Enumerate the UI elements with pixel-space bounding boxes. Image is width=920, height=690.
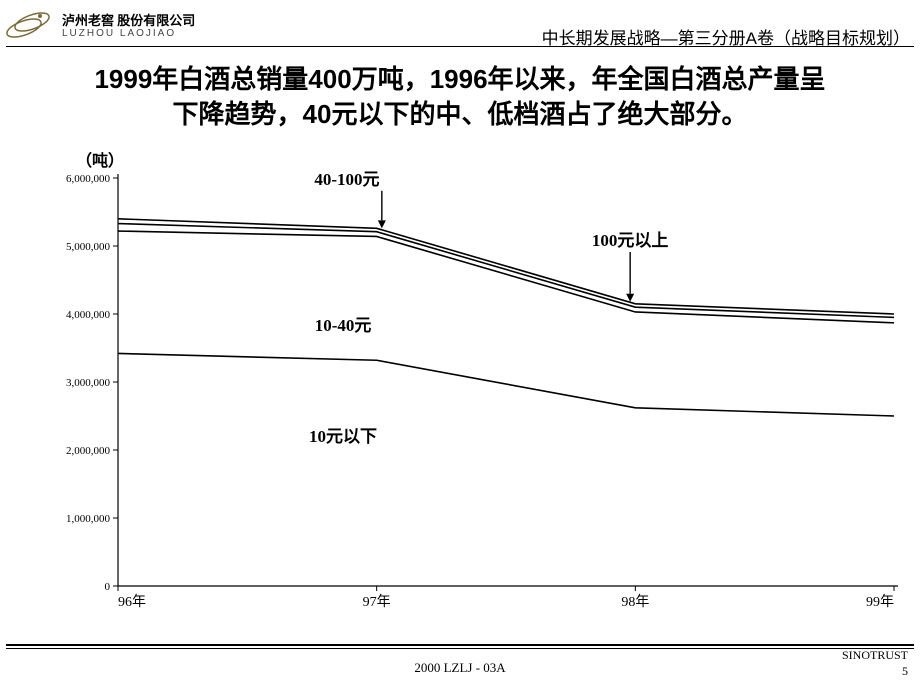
footer-divider-thick (6, 644, 914, 646)
svg-text:97年: 97年 (363, 594, 391, 610)
svg-text:99年: 99年 (866, 594, 894, 610)
svg-text:96年: 96年 (118, 594, 146, 610)
footer-center: 2000 LZLJ - 03A (0, 660, 920, 676)
footer-divider-thin (6, 648, 914, 649)
svg-text:4,000,000: 4,000,000 (66, 309, 111, 321)
title-line-1: 1999年白酒总销量400万吨，1996年以来，年全国白酒总产量呈 (94, 64, 825, 94)
svg-text:（吨）: （吨） (76, 151, 124, 170)
company-name-en: LUZHOU LAOJIAO (62, 28, 176, 39)
svg-text:40-100元: 40-100元 (314, 170, 379, 189)
svg-text:1,000,000: 1,000,000 (66, 513, 111, 525)
area-chart: （吨） 0 1,000,000 2,000,000 3,000,000 4,000,000… (52, 148, 900, 618)
svg-text:10元以下: 10元以下 (309, 427, 377, 446)
slide-title: 1999年白酒总销量400万吨，1996年以来，年全国白酒总产量呈 下降趋势，4… (0, 62, 920, 132)
header-divider (6, 46, 914, 47)
svg-text:0: 0 (105, 581, 111, 593)
svg-text:98年: 98年 (621, 594, 649, 610)
svg-text:3,000,000: 3,000,000 (66, 377, 111, 389)
svg-text:2,000,000: 2,000,000 (66, 445, 111, 457)
footer-page-number: 5 (902, 664, 908, 679)
svg-text:100元以上: 100元以上 (592, 231, 669, 250)
slide: 泸州老窖 股份有限公司 LUZHOU LAOJIAO 中长期发展战略—第三分册A… (0, 0, 920, 690)
title-line-2: 下降趋势，40元以下的中、低档酒占了绝大部分。 (173, 99, 748, 129)
svg-text:6,000,000: 6,000,000 (66, 173, 111, 185)
footer-right-brand: SINOTRUST (842, 648, 908, 663)
company-name-cn: 泸州老窖 股份有限公司 (62, 10, 195, 29)
header: 泸州老窖 股份有限公司 LUZHOU LAOJIAO 中长期发展战略—第三分册A… (0, 6, 920, 48)
svg-text:10-40元: 10-40元 (315, 316, 372, 335)
logo-icon (4, 6, 52, 46)
svg-text:5,000,000: 5,000,000 (66, 241, 111, 253)
